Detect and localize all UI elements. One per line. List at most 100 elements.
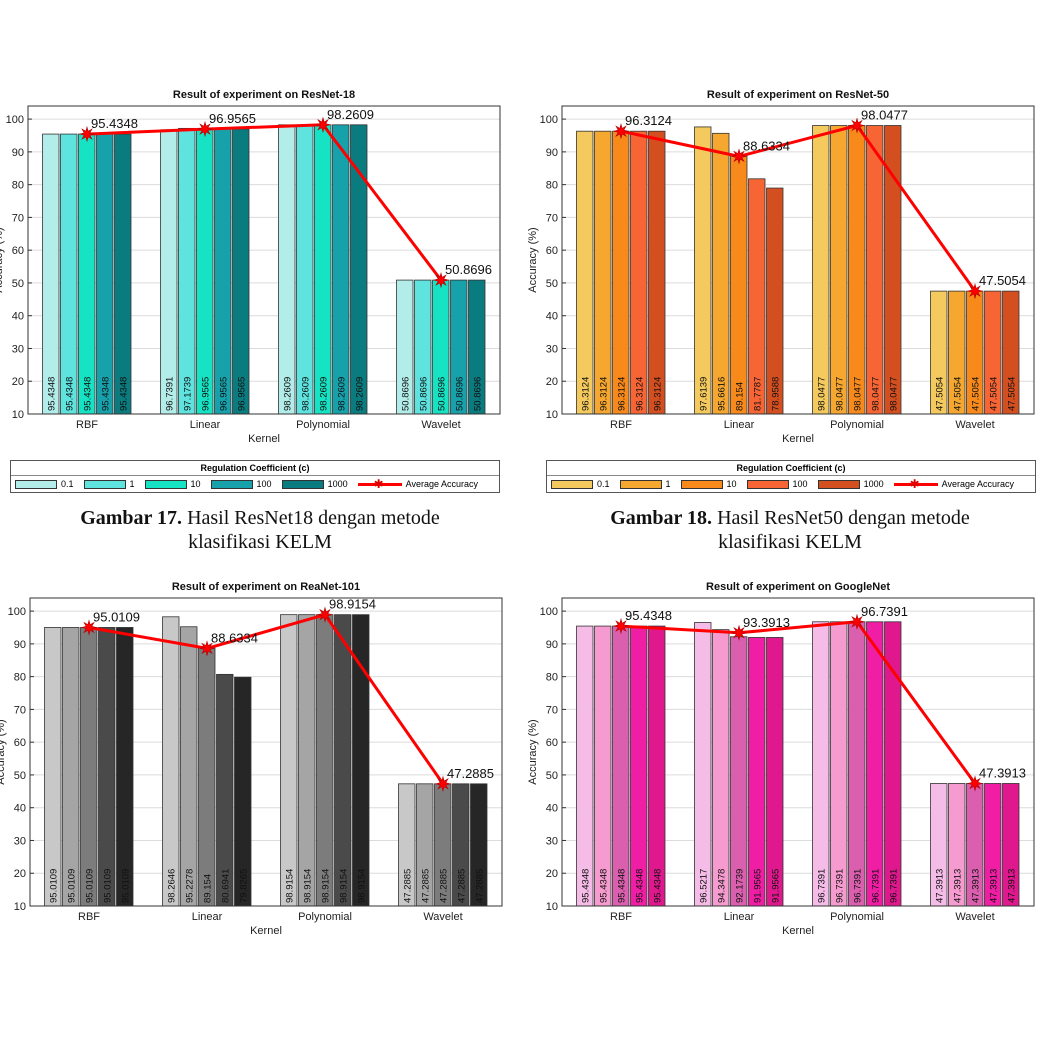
average-marker	[198, 640, 216, 657]
x-tick-label: Polynomial	[296, 419, 350, 431]
chart-resnet101-svg: Result of experiment on ReaNet-101 10 20 30…	[0, 581, 503, 937]
bar-data-label: 92.1739	[735, 869, 746, 903]
bar	[766, 637, 784, 907]
chart-resnet50-svg: Result of experiment on ResNet-50 10 20 30 4…	[527, 89, 1035, 445]
bar-data-label: 98.9154	[321, 869, 332, 903]
bar-data-label: 47.5054	[1007, 377, 1018, 411]
legend-resnet18: Regulation Coefficient (c) 0.1 1 10 100 …	[10, 460, 500, 493]
chart-googlenet: Result of experiment on GoogleNet 10 20 30 4…	[520, 580, 1050, 940]
bar	[576, 130, 594, 415]
average-accuracy-line	[620, 124, 977, 292]
bar-data-label: 47.5054	[989, 377, 1000, 411]
caption-text: Hasil ResNet50 dengan metode	[717, 507, 970, 529]
bar	[350, 124, 368, 415]
bar	[866, 125, 884, 415]
x-tick-label: Polynomial	[830, 419, 884, 431]
bar-data-label: 91.9565	[753, 869, 764, 903]
average-data-label: 98.0477	[861, 108, 908, 123]
bar	[44, 627, 62, 907]
average-line-icon: ✱	[893, 478, 938, 490]
bar	[214, 128, 232, 415]
average-marker	[730, 148, 748, 165]
bar-data-label: 96.7391	[853, 869, 864, 903]
bar-data-label: 89.154	[203, 874, 214, 903]
x-tick-label: Polynomial	[830, 911, 884, 923]
bar-data-label: 95.4348	[599, 869, 610, 903]
bar	[630, 130, 648, 415]
legend-label: 1	[129, 479, 135, 489]
y-tick-label: 10	[14, 901, 26, 913]
x-tick-label: RBF	[610, 419, 632, 431]
bar-data-label: 95.4348	[119, 377, 130, 411]
average-line-icon: ✱	[357, 478, 402, 490]
bar-data-label: 96.3124	[581, 377, 592, 411]
bar-data-label: 47.3913	[953, 869, 964, 903]
bar	[334, 614, 352, 907]
x-axis-label: Kernel	[248, 433, 280, 445]
bar	[576, 625, 594, 907]
x-tick-label: Wavelet	[955, 911, 994, 923]
bar	[730, 154, 748, 415]
bar	[648, 625, 666, 907]
plot-frame	[561, 105, 1035, 415]
bar-data-label: 95.4348	[653, 869, 664, 903]
y-tick-label: 10	[12, 409, 24, 421]
bar	[730, 636, 748, 907]
legend-item-average: ✱ Average Accuracy	[893, 478, 1014, 490]
bar	[830, 621, 848, 907]
caption-text: Hasil ResNet18 dengan metode	[187, 507, 440, 529]
bar	[630, 625, 648, 907]
legend-item: 10	[144, 479, 201, 489]
bar-data-label: 95.4348	[635, 869, 646, 903]
average-marker	[966, 775, 984, 792]
y-tick-label: 80	[12, 180, 24, 192]
bar	[848, 125, 866, 415]
bar-data-label: 95.4348	[47, 377, 58, 411]
bar	[332, 124, 350, 415]
bar-data-label: 95.4348	[65, 377, 76, 411]
average-marker	[612, 123, 630, 140]
legend-label: 1000	[863, 479, 884, 489]
y-axis-label: Accuracy (%)	[0, 719, 7, 784]
bar-data-label: 98.2609	[283, 377, 294, 411]
caption-label: Gambar 18.	[610, 507, 713, 529]
bar-data-label: 47.5054	[935, 377, 946, 411]
x-axis-label: Kernel	[782, 433, 814, 445]
average-accuracy-line	[88, 613, 445, 785]
y-tick-label: 70	[12, 212, 24, 224]
bar	[314, 124, 332, 415]
legend-items: 0.1 1 10 100 1000 ✱ Average Accuracy	[11, 476, 499, 492]
legend-label: 10	[190, 479, 201, 489]
bar-data-label: 47.2885	[475, 869, 486, 903]
y-tick-label: 40	[546, 311, 558, 323]
bar-data-label: 95.4348	[581, 869, 592, 903]
legend-swatch	[144, 479, 187, 489]
bar-data-label: 97.1739	[183, 377, 194, 411]
bar	[232, 128, 250, 415]
legend-item: 1000	[817, 479, 884, 489]
bar	[594, 130, 612, 415]
bar	[866, 621, 884, 907]
bar	[694, 622, 712, 907]
legend-label: 10	[726, 479, 737, 489]
plot-frame	[561, 597, 1035, 907]
bar-data-label: 47.2885	[421, 869, 432, 903]
legend-label: Average Accuracy	[405, 479, 478, 489]
average-marker	[966, 282, 984, 300]
y-tick-label: 40	[12, 311, 24, 323]
legend-item: 100	[746, 479, 808, 489]
bar-data-label: 95.2278	[185, 869, 196, 903]
bar-data-label: 95.4348	[101, 377, 112, 411]
bar-data-label: 96.3124	[599, 377, 610, 411]
chart-resnet18: Result of experiment on ResNet-18 10 20 30 4…	[0, 88, 510, 448]
bar-data-label: 98.0477	[817, 377, 828, 411]
average-accuracy-line	[620, 620, 977, 785]
bar-data-label: 50.8696	[437, 377, 448, 411]
bar-data-label: 78.9588	[771, 377, 782, 411]
y-tick-label: 20	[12, 376, 24, 388]
legend-label: 0.1	[597, 479, 610, 489]
average-data-label: 95.4348	[91, 116, 138, 131]
legend-item: 0.1	[551, 479, 610, 489]
y-tick-label: 30	[12, 343, 24, 355]
bar	[198, 646, 216, 907]
